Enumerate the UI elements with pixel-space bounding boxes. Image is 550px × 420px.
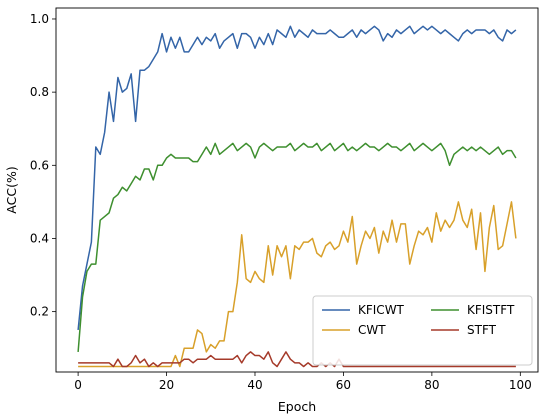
x-tick-label: 20 [159,378,174,392]
series-line-cwt [78,201,517,368]
legend-label-kficwt: KFICWT [358,303,405,317]
plot-area [55,7,539,373]
ticks-layer: 0 20 40 60 80 100 0.2 0.4 0.6 0.8 1.0 [30,12,532,392]
x-tick-label: 80 [424,378,439,392]
y-tick-label: 0.8 [30,85,49,99]
series-line-kficwt [77,25,517,331]
x-tick-label: 100 [509,378,532,392]
series-line-kfistft [77,142,517,352]
legend-label-kfistft: KFISTFT [467,303,515,317]
y-tick-label: 1.0 [30,12,49,26]
x-tick-label: 0 [74,378,82,392]
x-tick-label: 60 [336,378,351,392]
series-line-stft [78,351,516,368]
x-tick-label: 40 [247,378,262,392]
series-layer [77,25,517,368]
y-tick-label: 0.2 [30,305,49,319]
legend-label-cwt: CWT [358,323,386,337]
y-tick-label: 0.4 [30,231,49,245]
legend-box [312,295,533,366]
legend: KFICWT CWT KFISTFT STFT [312,295,533,366]
y-tick-label: 0.6 [30,158,49,172]
x-axis-label: Epoch [278,399,316,414]
legend-label-stft: STFT [467,323,497,337]
y-axis-label: ACC(%) [4,166,19,213]
